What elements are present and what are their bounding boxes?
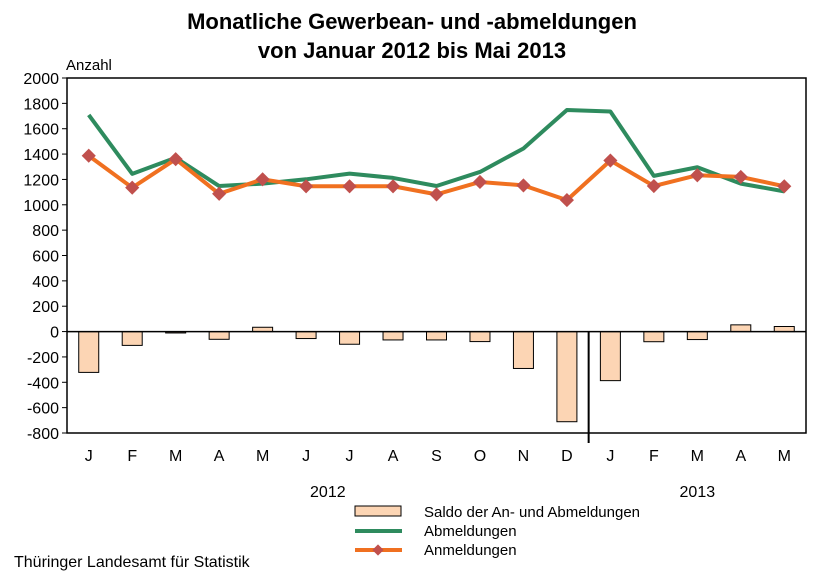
x-tick-label: M: [256, 448, 269, 465]
y-tick-label: 2000: [23, 71, 59, 88]
x-tick-label: O: [474, 448, 486, 465]
bar-saldo: [556, 331, 578, 423]
x-tick-label: A: [735, 448, 746, 465]
y-tick-label: 1600: [23, 122, 59, 139]
legend-label-anmeldungen: Anmeldungen: [424, 542, 517, 559]
marker-anmeldungen: [690, 168, 705, 183]
y-tick-label: -400: [27, 375, 59, 392]
marker-anmeldungen: [429, 187, 444, 202]
x-tick-label: D: [561, 448, 573, 465]
legend-label-abmeldungen: Abmeldungen: [424, 523, 517, 540]
bar-saldo: [121, 331, 143, 346]
x-tick-label: F: [127, 448, 137, 465]
marker-anmeldungen: [777, 179, 792, 194]
marker-anmeldungen: [299, 179, 314, 194]
y-tick-label: -800: [27, 426, 59, 443]
legend-label-saldo: Saldo der An- und Abmeldungen: [424, 504, 640, 521]
x-tick-label: J: [606, 448, 614, 465]
bar-saldo: [382, 331, 404, 341]
bar-saldo: [512, 331, 534, 369]
chart-title-line2: von Januar 2012 bis Mai 2013: [258, 38, 566, 63]
marker-anmeldungen: [168, 152, 183, 167]
x-tick-label: M: [691, 448, 704, 465]
x-tick-label: A: [214, 448, 225, 465]
marker-anmeldungen: [733, 169, 748, 184]
legend-swatch-saldo: [354, 505, 402, 517]
year-label: 2013: [680, 484, 716, 501]
y-tick-label: 1800: [23, 96, 59, 113]
year-label: 2012: [310, 484, 346, 501]
marker-anmeldungen: [559, 193, 574, 208]
bar-saldo: [208, 331, 230, 340]
bar-saldo: [78, 331, 100, 373]
plot-frame: [66, 77, 807, 434]
line-abmeldungen: [87, 107, 785, 194]
bar-saldo: [469, 331, 491, 343]
y-tick-label: 400: [32, 274, 59, 291]
x-tick-label: M: [169, 448, 182, 465]
x-tick-label: F: [649, 448, 659, 465]
x-tick-label: J: [302, 448, 310, 465]
marker-anmeldungen: [603, 153, 618, 168]
y-tick-label: 0: [50, 325, 59, 342]
marker-anmeldungen: [385, 179, 401, 194]
bar-saldo: [599, 331, 621, 382]
x-tick-label: J: [85, 448, 93, 465]
bar-saldo: [295, 331, 317, 340]
bar-saldo: [730, 324, 752, 333]
y-tick-label: 600: [32, 249, 59, 266]
y-tick-label: 1200: [23, 172, 59, 189]
marker-anmeldungen: [472, 174, 488, 190]
bar-saldo: [686, 331, 708, 341]
y-tick-label: 1400: [23, 147, 59, 164]
x-tick-label: J: [346, 448, 354, 465]
y-tick-label: 1000: [23, 198, 59, 215]
x-tick-label: S: [431, 448, 442, 465]
marker-anmeldungen: [125, 180, 140, 195]
marker-anmeldungen: [342, 179, 357, 194]
bar-saldo: [773, 326, 795, 333]
y-tick-label: -600: [27, 401, 59, 418]
marker-anmeldungen: [212, 186, 227, 201]
marker-anmeldungen: [516, 178, 531, 193]
marker-anmeldungen: [255, 172, 270, 187]
y-tick-label: 200: [32, 299, 59, 316]
y-axis-label: Anzahl: [66, 57, 112, 74]
x-tick-label: N: [518, 448, 530, 465]
x-tick-label: A: [388, 448, 399, 465]
footer-source: Thüringer Landesamt für Statistik: [14, 554, 251, 571]
marker-anmeldungen: [646, 178, 661, 194]
y-tick-label: -200: [27, 350, 59, 367]
bar-saldo: [643, 331, 665, 343]
legend: Saldo der An- und Abmeldungen Abmeldunge…: [354, 504, 640, 559]
bar-saldo: [426, 331, 447, 341]
legend-marker-anmeldungen: [372, 544, 384, 556]
chart-title-line1: Monatliche Gewerbean- und -abmeldungen: [187, 9, 637, 34]
y-tick-label: 800: [32, 223, 59, 240]
x-tick-label: M: [778, 448, 791, 465]
bar-saldo: [339, 331, 361, 345]
